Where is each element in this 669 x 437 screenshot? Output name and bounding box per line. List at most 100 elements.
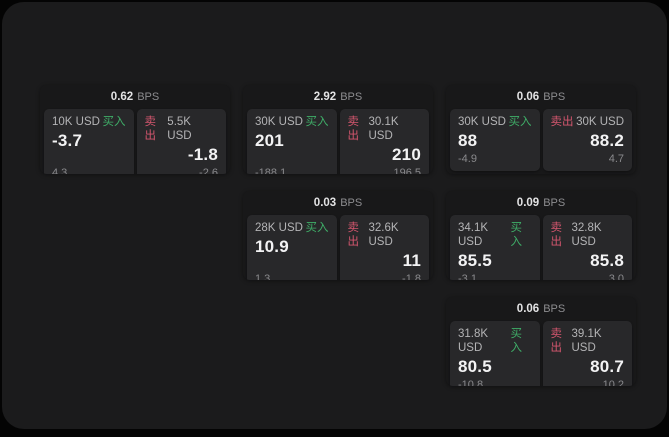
buy-side-label: 买入 [510, 222, 523, 248]
buy-amount: 30K USD [458, 116, 506, 128]
quote-body: 31.8K USD 买入 80.5 -10.8 卖出 39.1K USD 80.… [446, 321, 636, 386]
buy-sub-value: -10.8 [458, 379, 484, 386]
spread-header: 0.62 BPS [40, 85, 230, 109]
spread-unit: BPS [340, 197, 363, 209]
buy-quote-panel[interactable]: 10K USD 买入 -3.7 4.3 [44, 109, 134, 174]
buy-price: 80.5 [458, 357, 492, 376]
buy-amount: 34.1K USD [458, 222, 489, 248]
spread-value: 0.06 [516, 303, 540, 315]
spread-value: 2.92 [313, 91, 337, 103]
spread-value: 0.09 [516, 197, 540, 209]
quote-body: 30K USD 买入 88 -4.9 卖出 30K USD 88.2 4.7 [446, 109, 636, 174]
spread-unit: BPS [543, 303, 566, 315]
sell-quote-panel[interactable]: 卖出 39.1K USD 80.7 10.2 [542, 321, 632, 386]
app-window: 0.62 BPS 10K USD 买入 -3.7 4.3 卖出 5.5K USD… [2, 2, 667, 429]
sell-side-label: 卖出 [347, 222, 360, 248]
buy-amount: 28K USD [255, 222, 303, 234]
sell-amount: 30.1K USD [368, 116, 399, 142]
buy-quote-panel[interactable]: 31.8K USD 买入 80.5 -10.8 [450, 321, 540, 386]
sell-sub-value: 3.0 [608, 273, 624, 280]
buy-sub-value: -4.9 [458, 153, 477, 165]
buy-sub-value: 4.3 [52, 167, 68, 174]
quote-body: 34.1K USD 买入 85.5 -3.1 卖出 32.8K USD 85.8… [446, 215, 636, 280]
buy-sub-value: -188.1 [255, 167, 287, 174]
buy-price: -3.7 [52, 131, 83, 150]
sell-price: 80.7 [590, 357, 624, 376]
sell-sub-value: 196.5 [393, 167, 421, 174]
buy-price: 85.5 [458, 251, 492, 270]
sell-side-label: 卖出 [550, 222, 563, 248]
spread-value: 0.06 [516, 91, 540, 103]
sell-price: 85.8 [590, 251, 624, 270]
sell-amount: 39.1K USD [571, 328, 602, 354]
sell-quote-panel[interactable]: 卖出 32.8K USD 85.8 3.0 [542, 215, 632, 280]
quote-card: 0.06 BPS 31.8K USD 买入 80.5 -10.8 卖出 39.1… [446, 297, 636, 386]
spread-value: 0.03 [313, 197, 337, 209]
spread-header: 2.92 BPS [243, 85, 433, 109]
buy-panel-top: 28K USD 买入 [255, 221, 329, 235]
buy-amount: 10K USD [52, 116, 100, 128]
buy-quote-panel[interactable]: 30K USD 买入 88 -4.9 [450, 109, 540, 171]
sell-sub-value: -1.8 [402, 273, 421, 280]
quote-card: 2.92 BPS 30K USD 买入 201 -188.1 卖出 30.1K … [243, 85, 433, 174]
sell-quote-panel[interactable]: 卖出 5.5K USD -1.8 -2.6 [136, 109, 226, 174]
buy-panel-top: 30K USD 买入 [458, 115, 532, 129]
quote-body: 10K USD 买入 -3.7 4.3 卖出 5.5K USD -1.8 -2.… [40, 109, 230, 174]
sell-quote-panel[interactable]: 卖出 30K USD 88.2 4.7 [542, 109, 632, 171]
buy-quote-panel[interactable]: 30K USD 买入 201 -188.1 [247, 109, 337, 174]
buy-side-label: 买入 [305, 222, 329, 234]
buy-quote-panel[interactable]: 28K USD 买入 10.9 1.3 [247, 215, 337, 280]
spread-unit: BPS [137, 91, 160, 103]
sell-panel-top: 卖出 32.8K USD [551, 221, 625, 249]
sell-amount: 32.6K USD [368, 222, 399, 248]
buy-quote-panel[interactable]: 34.1K USD 买入 85.5 -3.1 [450, 215, 540, 280]
sell-price: -1.8 [187, 145, 218, 164]
quotes-grid: 0.62 BPS 10K USD 买入 -3.7 4.3 卖出 5.5K USD… [40, 85, 636, 386]
spread-header: 0.09 BPS [446, 191, 636, 215]
buy-price: 10.9 [255, 237, 289, 256]
quote-card: 0.62 BPS 10K USD 买入 -3.7 4.3 卖出 5.5K USD… [40, 85, 230, 174]
sell-sub-value: -2.6 [199, 167, 218, 174]
sell-side-label: 卖出 [550, 116, 574, 128]
sell-price: 11 [402, 251, 421, 270]
sell-side-label: 卖出 [550, 328, 563, 354]
buy-sub-value: -3.1 [458, 273, 477, 280]
spread-header: 0.03 BPS [243, 191, 433, 215]
spread-unit: BPS [340, 91, 363, 103]
buy-side-label: 买入 [305, 116, 329, 128]
sell-sub-value: 4.7 [608, 153, 624, 165]
spread-unit: BPS [543, 197, 566, 209]
sell-panel-top: 卖出 30.1K USD [348, 115, 422, 143]
buy-side-label: 买入 [508, 116, 532, 128]
buy-sub-value: 1.3 [255, 273, 271, 280]
buy-price: 88 [458, 131, 478, 150]
sell-price: 210 [392, 145, 421, 164]
spread-header: 0.06 BPS [446, 85, 636, 109]
buy-panel-top: 30K USD 买入 [255, 115, 329, 129]
buy-side-label: 买入 [102, 116, 126, 128]
sell-panel-top: 卖出 32.6K USD [348, 221, 422, 249]
sell-panel-top: 卖出 39.1K USD [551, 327, 625, 355]
sell-price: 88.2 [590, 131, 624, 150]
quote-body: 28K USD 买入 10.9 1.3 卖出 32.6K USD 11 -1.8 [243, 215, 433, 280]
sell-panel-top: 卖出 5.5K USD [145, 115, 219, 143]
quote-card: 0.03 BPS 28K USD 买入 10.9 1.3 卖出 32.6K US… [243, 191, 433, 280]
quote-card: 0.09 BPS 34.1K USD 买入 85.5 -3.1 卖出 32.8K… [446, 191, 636, 280]
sell-side-label: 卖出 [347, 116, 360, 142]
sell-amount: 32.8K USD [571, 222, 602, 248]
spread-value: 0.62 [110, 91, 134, 103]
buy-panel-top: 31.8K USD 买入 [458, 327, 532, 355]
buy-panel-top: 34.1K USD 买入 [458, 221, 532, 249]
sell-panel-top: 卖出 30K USD [551, 115, 625, 129]
sell-side-label: 卖出 [144, 116, 157, 142]
buy-side-label: 买入 [510, 328, 523, 354]
spread-header: 0.06 BPS [446, 297, 636, 321]
sell-sub-value: 10.2 [602, 379, 624, 386]
quote-body: 30K USD 买入 201 -188.1 卖出 30.1K USD 210 1… [243, 109, 433, 174]
quote-card: 0.06 BPS 30K USD 买入 88 -4.9 卖出 30K USD 8… [446, 85, 636, 174]
sell-amount: 5.5K USD [167, 116, 192, 142]
buy-amount: 30K USD [255, 116, 303, 128]
spread-unit: BPS [543, 91, 566, 103]
sell-quote-panel[interactable]: 卖出 32.6K USD 11 -1.8 [339, 215, 429, 280]
sell-quote-panel[interactable]: 卖出 30.1K USD 210 196.5 [339, 109, 429, 174]
